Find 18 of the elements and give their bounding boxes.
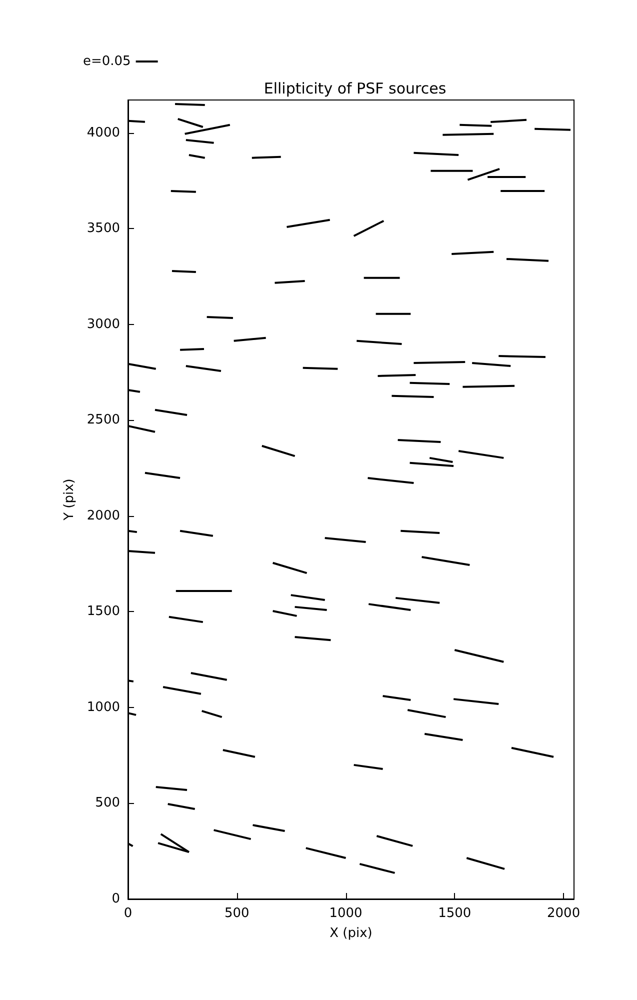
x-tick-label: 1500 — [438, 906, 472, 921]
y-tick-label: 2500 — [86, 412, 120, 428]
x-tick-label: 1000 — [329, 906, 362, 921]
x-axis-title: X (pix) — [330, 926, 372, 941]
x-tick-label: 0 — [124, 906, 132, 921]
y-tick-label: 0 — [112, 892, 120, 906]
y-tick-label: 1000 — [86, 700, 120, 715]
y-tick-label: 3500 — [86, 221, 120, 236]
y-axis-title: Y (pix) — [62, 478, 78, 522]
y-tick-label: 2000 — [86, 508, 120, 524]
chart-title: Ellipticity of PSF sources — [264, 80, 446, 98]
x-tick-label: 500 — [224, 906, 250, 921]
y-tick-label: 3000 — [86, 316, 120, 332]
y-tick-label: 500 — [95, 796, 120, 811]
y-tick-label: 4000 — [86, 125, 120, 140]
legend-label: e=0.05 — [82, 54, 131, 69]
x-tick-label: 2000 — [547, 906, 580, 921]
y-tick-label: 1500 — [86, 604, 120, 620]
